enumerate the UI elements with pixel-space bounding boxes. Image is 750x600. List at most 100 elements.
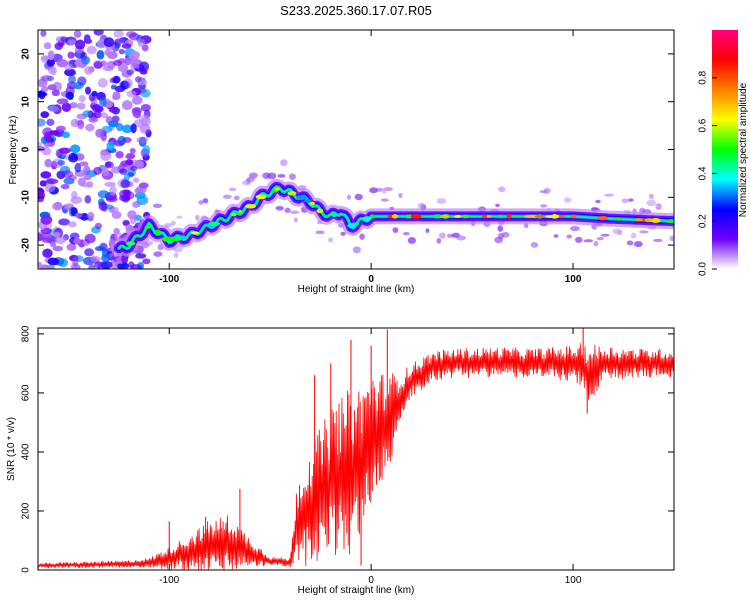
spectrogram-hotspot [650,218,661,223]
spectrogram-hotspot [506,213,512,219]
spectrogram-faint-blob [340,231,346,236]
spectrogram-faint-blob [436,197,447,204]
spectrogram-noise-blob [93,61,103,69]
spectrogram-noise-blob [61,102,72,112]
spectrogram-hotspot [362,216,372,221]
snr-y-tick-label: 400 [21,443,32,460]
spectrogram-faint-blob [553,234,559,238]
spectrogram-noise-blob [131,107,142,115]
spectrogram-hotspot [207,221,220,227]
figure-title: S233.2025.360.17.07.R05 [280,3,432,18]
spectrogram-noise-blob [127,210,137,220]
spectrogram-hotspot [316,208,324,214]
spectrogram-noise-blob [96,49,105,60]
spectrogram-hotspot [238,209,243,214]
spectrogram-faint-blob [195,214,200,221]
spectrogram-faint-blob [289,210,300,215]
spectrogram-noise-blob [68,75,76,84]
colorbar-tick-label: 0.4 [698,166,709,180]
spectrogram-faint-blob [277,173,286,178]
spectrogram-hotspot [454,215,461,218]
spectrogram-noise-blob [139,61,150,72]
spectrogram-faint-blob [566,234,572,239]
spectrogram-noise-blob [74,212,83,219]
spectrogram-noise-blob [73,30,82,38]
spectrogram-noise-blob [130,123,137,134]
spectrogram-faint-blob [229,187,237,191]
spectrogram-noise-blob [84,233,96,244]
spectrogram-faint-blob [280,159,288,167]
spectrogram-noise-blob [67,51,75,59]
spectrogram-faint-blob [570,226,580,232]
spectrogram-noise-blob [95,105,104,113]
spectrogram-noise-blob [128,32,140,41]
spectrogram-hotspot [634,218,643,222]
spectrogram-noise-blob [138,182,149,189]
spectrogram-faint-blob [633,240,643,248]
spectrogram-noise-blob [130,264,142,269]
spectrogram-y-tick-label: -20 [21,237,32,252]
spectrogram-noise-blob [119,189,131,199]
colorbar-gradient [712,30,738,269]
spectrogram-hotspot [144,225,152,229]
spectrogram-noise-blob [120,179,130,189]
spectrogram-faint-blob [407,237,417,244]
spectrogram-noise-blob [130,166,138,172]
snr-y-tick-label: 600 [21,384,32,401]
spectrogram-noise-blob [121,124,133,134]
spectrogram-faint-blob [398,192,403,198]
spectrogram-noise-blob [117,262,130,269]
spectrogram-noise-blob [40,111,50,119]
spectrogram-faint-blob [176,215,183,219]
spectrogram-noise-blob [142,258,151,265]
spectrogram-noise-blob [121,100,133,111]
spectrogram-noise-blob [60,36,69,42]
snr-x-tick-label: -100 [159,575,179,586]
spectrogram-noise-blob [115,150,124,159]
spectrogram-hotspot [245,204,257,209]
snr-panel: -100 0 100 0 200 400 600 800 Height of straight… [6,325,675,596]
spectrogram-hotspot [154,229,161,235]
spectrogram-noise-blob [129,216,137,225]
spectrogram-faint-blob [563,197,572,203]
colorbar-tick-label: 0.0 [698,262,709,276]
spectrogram-noise-blob [77,119,85,130]
spectrogram-faint-blob [315,230,325,235]
spectrogram-y-tick-label: 0 [21,146,32,152]
spectrogram-noise-blob [97,78,108,88]
spectrogram-noise-blob [81,56,91,65]
colorbar: 0.0 0.2 0.4 0.6 0.8 Normalized spectral ampl… [698,30,749,276]
snr-ticks: -100 0 100 0 200 400 600 800 [21,325,674,586]
spectrogram-noise-blob [38,141,43,148]
spectrogram-noise-blob [116,37,125,45]
spectrogram-faint-blob [383,186,393,192]
spectrogram-noise-blob [76,102,86,110]
spectrogram-noise-blob [67,39,77,46]
spectrogram-noise-blob [111,210,122,219]
spectrogram-noise-blob [61,131,71,139]
spectrogram-noise-blob [100,112,109,119]
spectrogram-faint-blob [275,205,284,211]
colorbar-ticks: 0.0 0.2 0.4 0.6 0.8 [698,70,717,276]
spectrogram-noise-blob [64,63,74,71]
spectrogram-hotspot [370,214,376,219]
spectrogram-y-tick-label: 20 [21,48,32,60]
spectrogram-faint-blob [328,237,333,243]
spectrogram-noise-blob [38,90,43,98]
spectrogram-hotspot [176,236,182,240]
spectrogram-x-tick-label: -100 [159,274,179,285]
snr-x-tick-label: 100 [565,575,582,586]
spectrogram-noise-blob [44,158,53,168]
snr-marks [38,328,674,570]
spectrogram-noise-blob [131,95,143,105]
spectrogram-noise-blob [40,30,47,37]
spectrogram-noise-blob [51,202,62,211]
spectrogram-noise-blob [121,43,132,49]
spectrogram-noise-blob [56,98,69,105]
spectrogram-faint-blob [649,193,654,200]
spectrogram-faint-blob [575,236,583,244]
spectrogram-noise-blob [47,84,57,91]
spectrogram-marks [38,30,674,269]
